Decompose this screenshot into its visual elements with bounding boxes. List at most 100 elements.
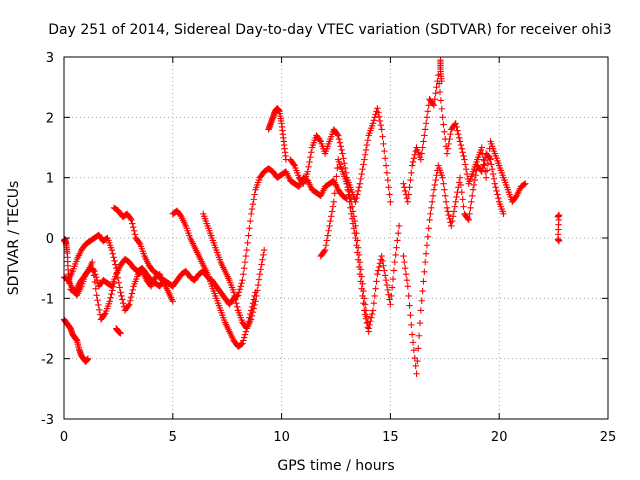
data-point bbox=[404, 283, 412, 290]
data-point bbox=[157, 275, 165, 283]
data-point bbox=[354, 244, 362, 251]
y-tick-label: 3 bbox=[46, 51, 54, 66]
data-point bbox=[522, 180, 529, 187]
data-point bbox=[368, 310, 376, 318]
data-point bbox=[249, 309, 257, 316]
data-point bbox=[464, 215, 472, 222]
series-A7 bbox=[113, 325, 124, 337]
data-point bbox=[429, 192, 437, 199]
data-point bbox=[366, 321, 373, 329]
data-point bbox=[483, 167, 491, 174]
data-point bbox=[131, 231, 139, 238]
data-point bbox=[339, 150, 346, 157]
data-point bbox=[237, 283, 244, 290]
data-point bbox=[307, 149, 315, 156]
data-point bbox=[321, 248, 328, 255]
data-point bbox=[422, 250, 430, 257]
data-point bbox=[495, 194, 502, 202]
data-point bbox=[405, 292, 412, 300]
data-point bbox=[357, 175, 365, 183]
data-point bbox=[461, 156, 468, 163]
data-point bbox=[489, 170, 497, 178]
data-point bbox=[348, 198, 355, 205]
data-point bbox=[257, 266, 264, 273]
data-point bbox=[445, 211, 452, 219]
data-point bbox=[460, 203, 467, 210]
data-point bbox=[241, 331, 249, 338]
data-point bbox=[352, 222, 359, 230]
data-point bbox=[424, 233, 432, 240]
data-point bbox=[386, 191, 393, 198]
series-A9 bbox=[200, 210, 268, 332]
data-point bbox=[471, 176, 479, 184]
data-point bbox=[407, 312, 414, 319]
data-point bbox=[240, 337, 247, 344]
data-point bbox=[478, 168, 485, 175]
data-point bbox=[368, 314, 375, 321]
data-point bbox=[252, 298, 259, 305]
data-point bbox=[256, 271, 264, 278]
data-point bbox=[354, 191, 361, 198]
data-point bbox=[91, 278, 99, 286]
data-point bbox=[109, 250, 116, 257]
data-point bbox=[378, 252, 385, 260]
data-point bbox=[419, 287, 426, 295]
data-point bbox=[421, 132, 428, 139]
data-point bbox=[381, 147, 388, 155]
data-point bbox=[253, 292, 260, 300]
data-point bbox=[465, 216, 472, 224]
data-point bbox=[521, 181, 528, 188]
data-point bbox=[336, 139, 344, 146]
data-point bbox=[479, 164, 486, 172]
data-point bbox=[89, 265, 97, 272]
data-point bbox=[443, 204, 451, 212]
data-point bbox=[401, 264, 409, 272]
data-point bbox=[363, 141, 371, 149]
x-tick-label: 10 bbox=[273, 430, 290, 445]
data-point bbox=[94, 296, 101, 304]
data-point bbox=[429, 100, 437, 108]
data-point bbox=[457, 181, 465, 189]
data-point bbox=[304, 168, 311, 175]
data-point bbox=[427, 210, 434, 218]
data-point bbox=[417, 307, 425, 314]
series-A15 bbox=[400, 150, 507, 377]
data-point bbox=[110, 280, 118, 287]
data-point bbox=[459, 149, 466, 156]
data-point bbox=[453, 123, 460, 131]
data-points bbox=[60, 56, 563, 377]
data-point bbox=[374, 271, 381, 278]
data-point bbox=[346, 191, 353, 198]
data-point bbox=[136, 239, 143, 247]
series-A17 bbox=[554, 211, 563, 245]
data-point bbox=[369, 307, 377, 314]
data-point bbox=[358, 170, 365, 178]
data-point bbox=[250, 196, 257, 203]
data-point bbox=[361, 295, 368, 302]
data-point bbox=[334, 131, 341, 138]
data-point bbox=[115, 279, 123, 286]
data-point bbox=[251, 301, 258, 309]
axis-ticks bbox=[63, 56, 609, 420]
data-point bbox=[416, 319, 424, 327]
data-point bbox=[458, 145, 465, 152]
data-point bbox=[239, 340, 246, 347]
chart-title: Day 251 of 2014, Sidereal Day-to-day VTE… bbox=[48, 22, 611, 38]
x-tick-label: 20 bbox=[491, 430, 508, 445]
data-point bbox=[389, 275, 397, 283]
data-point bbox=[244, 239, 251, 247]
data-point bbox=[387, 301, 394, 308]
data-point bbox=[365, 325, 372, 332]
data-point bbox=[484, 159, 492, 167]
data-point bbox=[412, 362, 419, 370]
data-point bbox=[316, 137, 324, 144]
data-point bbox=[361, 151, 369, 158]
data-point bbox=[245, 232, 252, 239]
data-point bbox=[456, 174, 464, 181]
x-tick-label: 25 bbox=[600, 430, 617, 445]
data-point bbox=[355, 184, 363, 191]
series-A5 bbox=[67, 258, 118, 323]
data-point bbox=[466, 210, 473, 218]
data-point bbox=[428, 198, 436, 205]
data-point bbox=[402, 271, 410, 278]
